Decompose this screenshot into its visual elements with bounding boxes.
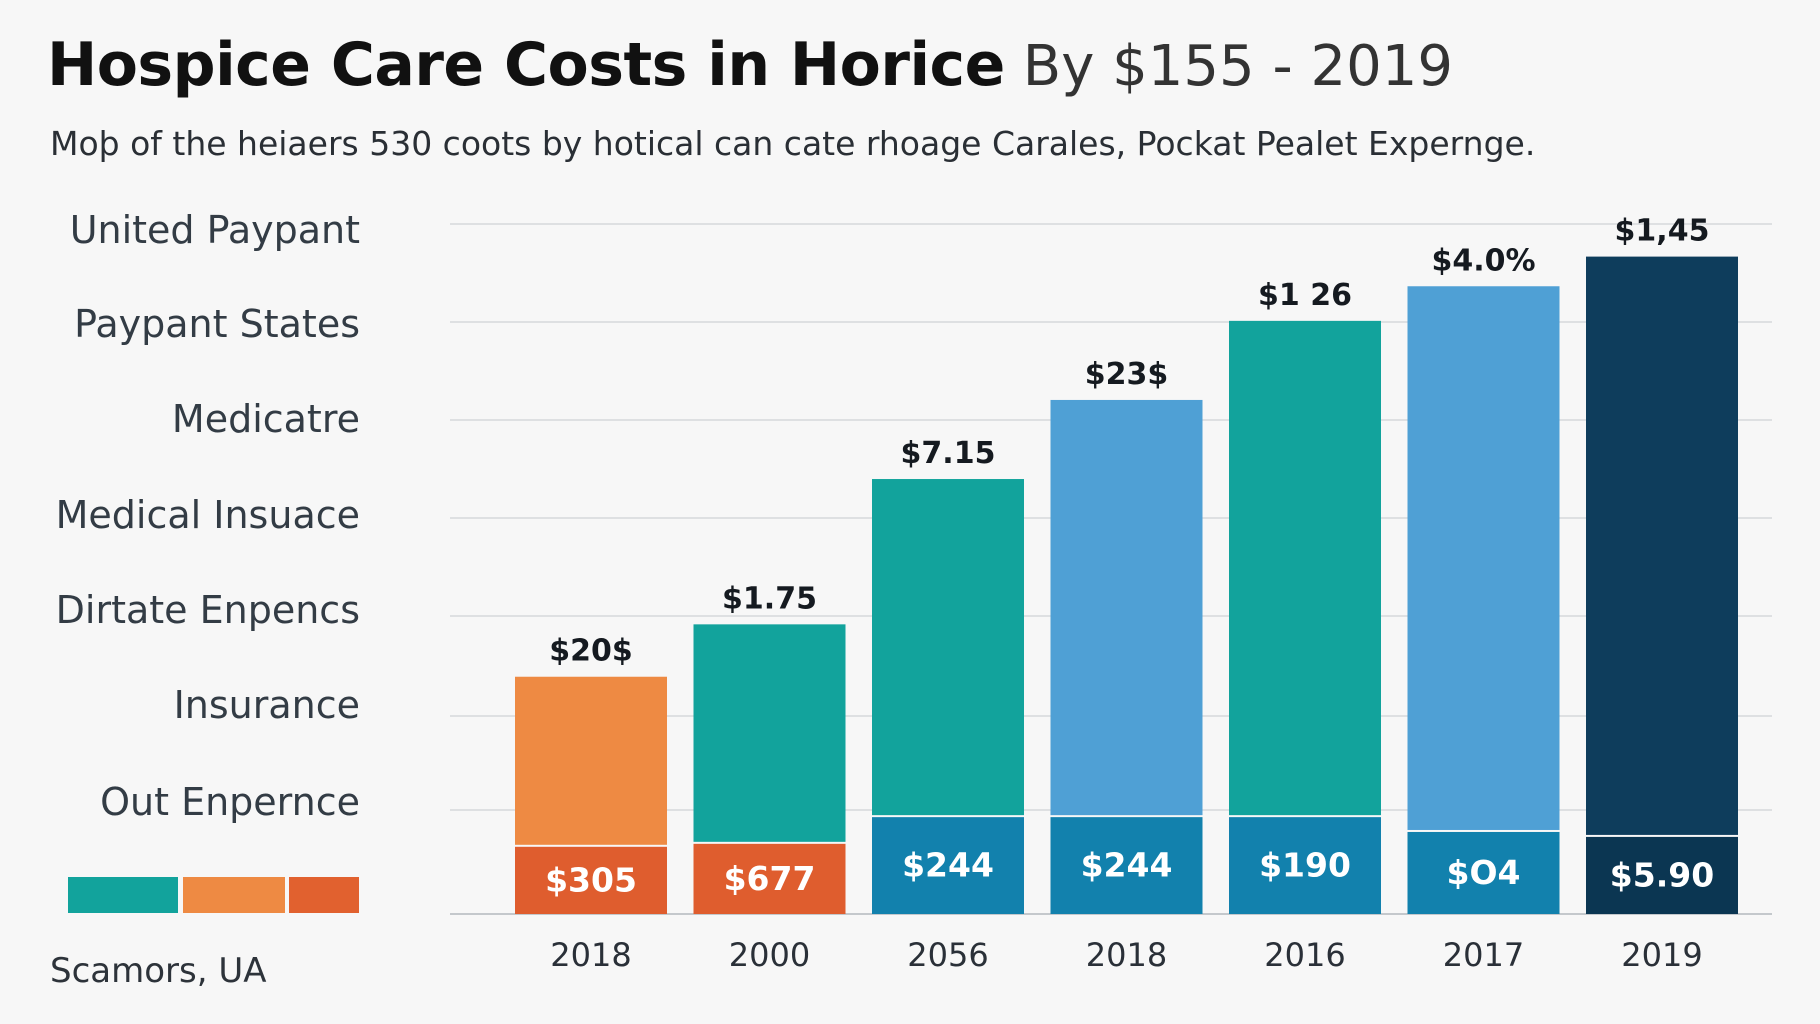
category-label: United Paypant [69, 208, 360, 252]
chart-title-row: Hospice Care Costs in Horice By $155 - 20… [47, 30, 1453, 100]
bar-segment-upper [693, 624, 846, 842]
bar-inner-label: $5.90 [1610, 855, 1714, 894]
bar-value-label: $7.15 [901, 436, 996, 471]
chart-title: Hospice Care Costs in Horice [47, 30, 1005, 100]
bar-value-label: $4.0% [1431, 243, 1535, 278]
x-tick-label: 2056 [907, 936, 988, 974]
bar-segment-upper [1586, 256, 1738, 835]
bar-inner-label: $O4 [1447, 853, 1521, 892]
bar-segment-upper [872, 479, 1024, 816]
chart-subtitle: Moþ of the heiaers 530 coots by hotical … [50, 124, 1536, 163]
x-tick-label: 2019 [1621, 936, 1702, 974]
bar-segment-lower [693, 843, 846, 914]
category-label: Out Enpernce [100, 780, 360, 824]
bar-value-label: $1,45 [1615, 214, 1710, 249]
bar-inner-label: $190 [1259, 846, 1351, 885]
category-label: Medicatre [171, 397, 360, 441]
bar-inner-label: $244 [902, 846, 994, 885]
bar-segment-upper [1407, 286, 1560, 830]
category-label: Paypant States [74, 302, 360, 346]
x-tick-label: 2000 [729, 936, 810, 974]
bar-value-label: $1.75 [722, 581, 817, 616]
bar-value-label: $1 26 [1258, 278, 1352, 313]
bar-segment-lower [1229, 817, 1381, 914]
bar-inner-label: $305 [545, 860, 637, 899]
legend-swatch [68, 877, 178, 913]
bar-segment-upper [1229, 320, 1381, 816]
bar-segment-upper [1050, 399, 1203, 816]
bar-inner-label: $244 [1081, 846, 1173, 885]
bar-segment-lower [1586, 836, 1738, 914]
legend-swatch [183, 877, 285, 913]
bar-segment-upper [515, 676, 667, 845]
x-tick-label: 2018 [550, 936, 631, 974]
x-tick-label: 2017 [1443, 936, 1524, 974]
legend-swatch [289, 877, 359, 913]
chart-title-suffix: By $155 - 2019 [1022, 34, 1453, 99]
category-label: Insurance [173, 683, 360, 727]
bar-inner-label: $677 [724, 859, 816, 898]
bar-segment-lower [1050, 817, 1203, 914]
bar-segment-lower [515, 846, 667, 914]
category-label: Medical Insuace [55, 493, 360, 537]
x-tick-label: 2016 [1264, 936, 1345, 974]
bar-segment-lower [872, 817, 1024, 914]
footer-source: Scamors, UA [50, 951, 267, 991]
category-label: Dirtate Enpencs [55, 588, 360, 632]
x-tick-label: 2018 [1086, 936, 1167, 974]
bar-value-label: $20$ [549, 634, 633, 669]
bar-value-label: $23$ [1085, 357, 1169, 392]
bar-segment-lower [1407, 831, 1560, 914]
